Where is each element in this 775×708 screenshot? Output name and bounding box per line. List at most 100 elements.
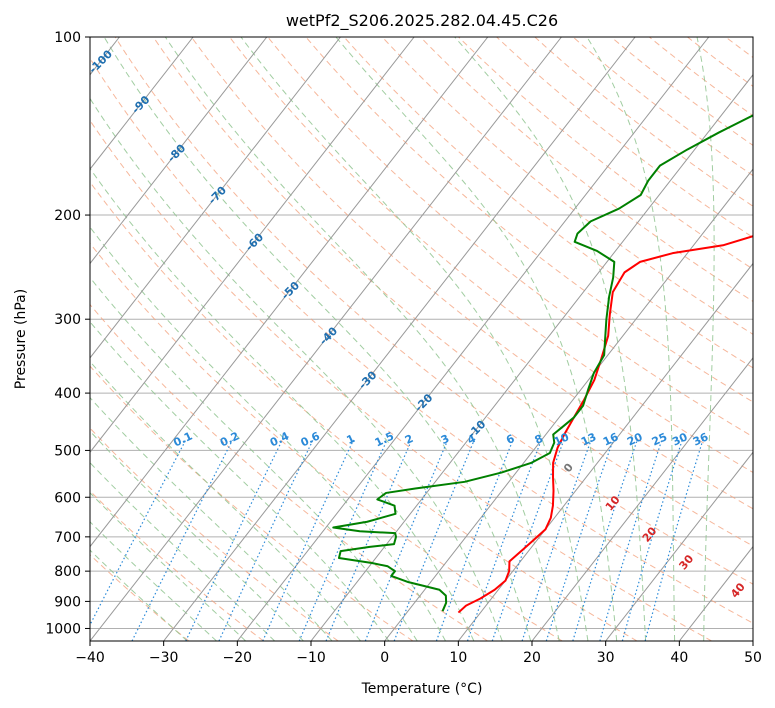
x-tick-label: −30 [149, 650, 179, 666]
isotherm [531, 357, 753, 641]
y-tick-label: 1000 [45, 621, 81, 637]
dry-adiabat [764, 37, 775, 641]
y-tick-label: 700 [54, 530, 81, 546]
x-tick-label: 20 [523, 650, 541, 666]
mixing-ratio-label: 6 [504, 432, 517, 447]
moist-adiabat [90, 430, 304, 641]
moist-adiabat-label: 30 [677, 552, 697, 572]
moist-adiabat-label: 20 [640, 524, 660, 544]
y-tick-label: 900 [54, 594, 81, 610]
moist-adiabat [90, 167, 475, 641]
mixing-ratio-line [90, 439, 187, 627]
mixing-ratio-line [599, 439, 663, 641]
moist-adiabat [90, 521, 217, 641]
plot-area [90, 37, 775, 641]
mixing-ratio-line [435, 439, 514, 641]
isotherm [384, 168, 753, 641]
y-axis-label: Pressure (hPa) [13, 289, 29, 389]
x-tick-label: 0 [380, 650, 389, 666]
mixing-ratio-label: 13 [579, 430, 598, 448]
dry-adiabat [90, 119, 712, 641]
dry-adiabat [229, 37, 753, 473]
mixing-ratio-label: 0.6 [299, 429, 322, 449]
isotherm [605, 451, 753, 641]
dry-adiabat [267, 37, 753, 438]
x-tick-label: −20 [223, 650, 253, 666]
mixing-ratio-line [325, 439, 413, 641]
isotherm [752, 640, 753, 641]
x-axis-label: Temperature (°C) [361, 681, 483, 697]
x-tick-label: −40 [75, 650, 105, 666]
dry-adiabat [90, 303, 488, 641]
mixing-ratio-label: 30 [670, 430, 690, 448]
dry-adiabat [90, 365, 414, 641]
moist-adiabat [586, 37, 676, 641]
plot-frame [89, 36, 754, 642]
moist-adiabat [90, 97, 503, 641]
mixing-ratio-label: 0.4 [268, 429, 291, 449]
isotherm-label: -20 [412, 391, 435, 414]
dry-adiabat [90, 181, 638, 641]
x-tick-label: 30 [597, 650, 615, 666]
x-tick-label: 10 [449, 650, 467, 666]
y-tick-label: 400 [54, 386, 81, 402]
moist-adiabat [696, 37, 715, 641]
dry-adiabat [343, 37, 753, 369]
mixing-ratio-line [131, 439, 234, 641]
isotherm [90, 37, 489, 548]
isotherm [90, 37, 415, 454]
isotherm [163, 37, 636, 641]
plot-labels: 0.1 0.2 0.4 0.6 1 1.5 2 3 4 6 8 10 13 16 20 25 30 36-100-… [86, 47, 748, 600]
isotherm [236, 37, 710, 641]
mixing-ratio-line [572, 439, 638, 641]
dry-adiabat [458, 37, 753, 270]
moist-adiabat-label: 40 [728, 580, 748, 600]
temperature-line [457, 235, 753, 614]
mixing-ratio-line [621, 439, 683, 641]
moist-adiabat [90, 226, 446, 641]
mixing-ratio-label: 0.1 [171, 429, 194, 449]
y-tick-label: 800 [54, 564, 81, 580]
chart-title: wetPf2_S206.2025.282.04.45.C26 [286, 11, 558, 31]
dry-adiabat [152, 37, 753, 547]
y-tick-label: 300 [54, 312, 81, 328]
mixing-ratio-label: 3 [439, 432, 451, 447]
dry-adiabat [305, 37, 753, 403]
dry-adiabat [420, 37, 753, 303]
isotherm-label: -80 [165, 141, 188, 164]
mixing-ratio-label: 20 [625, 430, 645, 448]
x-tick-label: 40 [670, 650, 688, 666]
mixing-ratio-line [491, 439, 565, 641]
dry-adiabat [610, 37, 753, 146]
mixing-ratio-line [545, 439, 614, 641]
dry-adiabat [534, 37, 753, 207]
mixing-ratio-line [262, 439, 354, 641]
dry-adiabat [191, 37, 753, 510]
isotherm-label: -100 [86, 47, 115, 76]
dry-adiabat [90, 242, 563, 641]
dry-adiabat [90, 427, 339, 641]
moist-adiabat-label: 0 [561, 461, 576, 475]
moist-adiabat [164, 37, 560, 641]
mixing-ratio-label: 25 [650, 430, 669, 448]
mixing-ratio-label: 2 [403, 432, 415, 447]
mixing-ratio-label: 36 [691, 430, 711, 448]
moist-adiabat [240, 37, 589, 641]
dry-adiabat [114, 37, 753, 585]
x-tick-label: −10 [296, 650, 326, 666]
y-tick-label: 200 [54, 208, 81, 224]
mixing-ratio-line [466, 439, 542, 641]
y-tick-label: 600 [54, 490, 81, 506]
axes: −40 −30 −20 −10 0 10 20 30 40 5010020030040050060… [45, 30, 762, 666]
x-tick-label: 50 [744, 650, 762, 666]
moist-adiabat-label: 10 [603, 493, 623, 513]
mixing-ratio-label: 1.5 [373, 429, 396, 449]
isotherm-label: -30 [356, 368, 379, 391]
moist-adiabat [90, 360, 361, 641]
dewpoint-line [332, 114, 753, 612]
isotherm-label: -90 [129, 93, 152, 116]
moist-adiabat [90, 321, 390, 641]
moist-adiabat [90, 276, 418, 641]
moist-adiabat [90, 396, 333, 641]
